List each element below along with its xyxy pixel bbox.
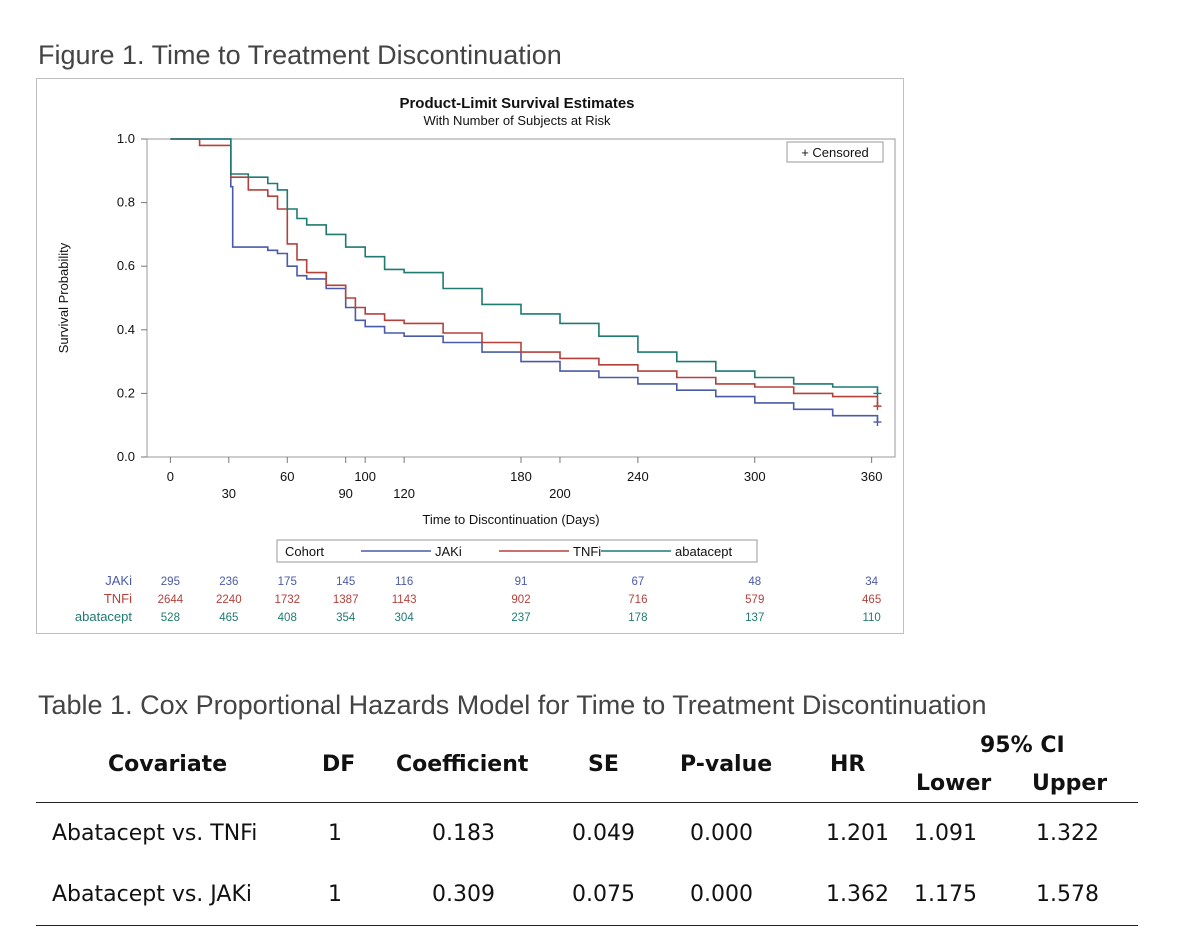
cell-hr: 1.362 (826, 882, 889, 907)
at-risk-count: 116 (395, 576, 413, 588)
at-risk-count: 137 (745, 612, 764, 624)
cell-pvalue: 0.000 (690, 821, 753, 846)
header-df: DF (322, 752, 356, 777)
censor-mark (873, 402, 882, 411)
at-risk-count: 91 (515, 576, 528, 588)
cell-upper: 1.322 (1036, 821, 1099, 846)
at-risk-count: 304 (395, 612, 415, 624)
y-tick-label: 0.2 (117, 385, 135, 400)
at-risk-count: 579 (745, 594, 764, 606)
cohort-legend-title: Cohort (285, 544, 324, 559)
legend-label-tnfi: TNFi (573, 544, 601, 559)
at-risk-count: 178 (628, 612, 647, 624)
header-coefficient: Coefficient (396, 752, 529, 777)
x-tick-label: 90 (338, 486, 352, 501)
plot-area (146, 138, 896, 458)
y-tick-label: 1.0 (117, 131, 135, 146)
cell-lower: 1.091 (914, 821, 977, 846)
at-risk-count: 34 (865, 576, 878, 588)
curve-abatacept (170, 138, 879, 394)
cell-upper: 1.578 (1036, 882, 1099, 907)
x-tick-label: 120 (393, 486, 415, 501)
at-risk-count: 175 (278, 576, 297, 588)
chart-title: Product-Limit Survival Estimates (399, 95, 634, 112)
legend-label-abatacept: abatacept (675, 544, 732, 559)
at-risk-count: 465 (219, 612, 238, 624)
table-caption: Table 1. Cox Proportional Hazards Model … (38, 690, 987, 720)
header-95ci: 95% CI (980, 733, 1065, 758)
header-covariate: Covariate (108, 752, 228, 777)
at-risk-count: 902 (511, 594, 530, 606)
at-risk-count: 408 (278, 612, 297, 624)
at-risk-count: 1387 (333, 594, 359, 606)
cell-covariate: Abatacept vs. TNFi (52, 821, 258, 846)
table-row: Abatacept vs. TNFi 1 0.183 0.049 0.000 1… (36, 803, 1138, 864)
censor-mark (873, 418, 882, 427)
at-risk-label-tnfi: TNFi (104, 591, 132, 606)
cell-se: 0.049 (572, 821, 635, 846)
x-tick-label: 30 (222, 486, 236, 501)
table-header: Covariate DF Coefficient SE P-value HR 9… (36, 728, 1138, 803)
at-risk-count: 48 (748, 576, 761, 588)
curve-jaki (170, 138, 879, 422)
y-axis-label: Survival Probability (56, 242, 71, 353)
at-risk-count: 465 (862, 594, 881, 606)
cell-hr: 1.201 (826, 821, 889, 846)
y-tick-label: 0.6 (117, 258, 135, 273)
legend-label-jaki: JAKi (435, 544, 462, 559)
censored-legend-label: + Censored (801, 145, 869, 160)
at-risk-count: 237 (511, 612, 530, 624)
km-figure-frame: Product-Limit Survival Estimates With Num… (36, 78, 904, 634)
censored-legend-box (786, 141, 884, 163)
at-risk-count: 354 (336, 612, 356, 624)
cox-table: Covariate DF Coefficient SE P-value HR 9… (36, 728, 1138, 926)
y-tick-label: 0.4 (117, 322, 135, 337)
at-risk-label-jaki: JAKi (105, 573, 132, 588)
cell-lower: 1.175 (914, 882, 977, 907)
table-row: Abatacept vs. JAKi 1 0.309 0.075 0.000 1… (36, 864, 1138, 926)
header-upper: Upper (1032, 771, 1108, 796)
x-tick-label: 60 (280, 469, 294, 484)
at-risk-count: 1732 (274, 594, 300, 606)
cell-pvalue: 0.000 (690, 882, 753, 907)
header-hr: HR (830, 752, 866, 777)
at-risk-count: 145 (336, 576, 355, 588)
cell-coefficient: 0.309 (432, 882, 495, 907)
censor-mark (873, 389, 882, 398)
cell-df: 1 (328, 821, 342, 846)
x-tick-label: 240 (627, 469, 649, 484)
at-risk-count: 2644 (158, 594, 184, 606)
x-axis-label: Time to Discontinuation (Days) (422, 512, 599, 527)
at-risk-count: 528 (161, 612, 180, 624)
at-risk-count: 716 (628, 594, 647, 606)
x-tick-label: 300 (744, 469, 766, 484)
header-pvalue: P-value (680, 752, 773, 777)
cell-covariate: Abatacept vs. JAKi (52, 882, 252, 907)
at-risk-count: 67 (631, 576, 644, 588)
at-risk-count: 1143 (392, 594, 417, 606)
header-se: SE (588, 752, 619, 777)
curve-tnfi (170, 138, 879, 407)
figure-caption: Figure 1. Time to Treatment Discontinuat… (38, 40, 562, 70)
x-tick-label: 360 (861, 469, 883, 484)
chart-subtitle: With Number of Subjects at Risk (423, 113, 611, 128)
x-tick-label: 100 (354, 469, 376, 484)
cell-df: 1 (328, 882, 342, 907)
y-tick-label: 0.8 (117, 195, 135, 210)
at-risk-count: 295 (161, 576, 180, 588)
cell-se: 0.075 (572, 882, 635, 907)
cell-coefficient: 0.183 (432, 821, 495, 846)
x-tick-label: 0 (167, 469, 174, 484)
x-tick-label: 180 (510, 469, 532, 484)
x-tick-label: 200 (549, 486, 571, 501)
at-risk-count: 236 (219, 576, 238, 588)
y-tick-label: 0.0 (117, 449, 135, 464)
at-risk-count: 110 (862, 612, 880, 624)
at-risk-label-abatacept: abatacept (75, 609, 132, 624)
header-lower: Lower (916, 771, 992, 796)
at-risk-count: 2240 (216, 594, 242, 606)
